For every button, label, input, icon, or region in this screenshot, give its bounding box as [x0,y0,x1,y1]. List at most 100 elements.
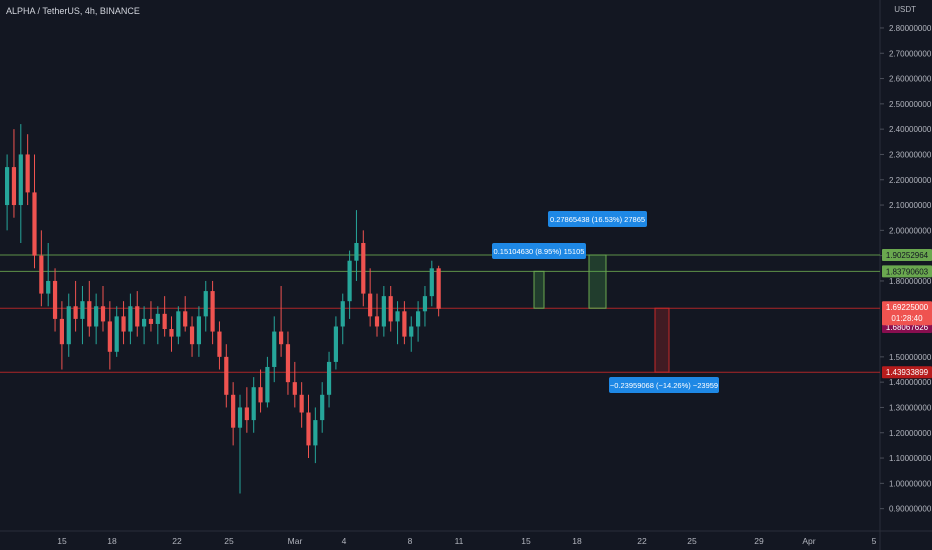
price-tick-label: 2.20000000 [889,176,932,185]
candle-body [203,291,208,317]
badge-support-bg [882,366,932,379]
price-tick-label: 2.80000000 [889,24,932,33]
candle-body [52,280,58,319]
price-tick-label: 1.00000000 [889,479,932,488]
candle-body [251,387,256,421]
candle-body [87,301,92,327]
candle-body [265,366,270,403]
current-price-badge-bg [882,301,932,326]
time-tick-label: 8 [408,536,413,546]
candle-body [374,316,380,327]
candle-body [32,192,37,256]
candle-body [176,311,181,337]
badge-lower-resistance-bg [882,265,932,278]
candle-body [94,306,99,327]
candle-body [142,318,147,327]
price-tick-label: 1.50000000 [889,353,932,362]
price-tick-label: 2.10000000 [889,201,932,210]
price-tick-label: 2.30000000 [889,150,932,159]
countdown-text: 01:28:40 [891,314,923,323]
candle-body [196,316,201,345]
candle-body [388,296,393,322]
candle-body [237,407,243,428]
candle-body [231,394,236,428]
candle-body [258,387,263,403]
candle-body [66,306,71,345]
candle-body [409,326,414,337]
badge-current-low-text: 1.68067626 [886,323,929,332]
badge-support-text: 1.43933899 [886,368,929,377]
candle-body [320,394,325,421]
price-tick-label: 1.20000000 [889,429,932,438]
price-tick-label: 1.30000000 [889,403,932,412]
candle-body [128,306,133,332]
candle-body [46,280,51,294]
candle-body [11,167,17,206]
price-tick-label: 2.70000000 [889,49,932,58]
candle-body [402,311,407,337]
price-tick-label: 1.10000000 [889,454,932,463]
price-tick-label: 2.40000000 [889,125,932,134]
badge-upper-resistance-bg [882,249,932,262]
measure-box-lower-target [533,270,545,309]
current-price-badge-text: 1.69225000 [886,303,929,312]
currency-label: USDT [894,5,916,14]
callout-upper-target-text: 0.27865438 (16.53%) 27865 [550,215,645,224]
candle-body [114,316,119,352]
candle-body [313,420,318,446]
time-tick-label: 18 [572,536,582,546]
candle-body [169,329,174,337]
time-tick-label: 15 [521,536,531,546]
candle-body [39,255,44,294]
candle-body [422,296,428,312]
candle-body [224,356,229,395]
candle-body [80,301,85,319]
callout-lower-target-box [492,243,586,259]
badge-upper-resistance-text: 1.90252964 [886,251,929,260]
candle-body [100,306,106,322]
time-tick-label: Apr [802,536,815,546]
price-tick-label: 2.00000000 [889,226,932,235]
time-tick-label: 4 [342,536,347,546]
candle-body [210,291,215,332]
candle-body [148,318,154,324]
price-tick-label: 2.60000000 [889,75,932,84]
candle-body [279,331,284,345]
time-tick-label: 11 [455,536,464,546]
price-tick-label: 1.80000000 [889,277,932,286]
candle-body [306,412,311,446]
candle-body [333,326,338,362]
candle-body [73,306,78,319]
symbol-title: ALPHA / TetherUS, 4h, BINANCE [6,6,140,16]
candle-body [18,154,23,206]
candle-body [361,243,366,294]
price-tick-label: 2.50000000 [889,100,932,109]
candle-body [347,260,352,302]
time-tick-label: 22 [637,536,647,546]
candle-body [155,313,160,324]
candle-body [59,318,64,345]
candle-body [395,311,400,322]
candle-body [121,316,126,332]
candle-body [272,331,277,367]
time-tick-label: 5 [872,536,877,546]
candle-body [244,407,249,421]
time-tick-label: 25 [687,536,697,546]
badge-lower-resistance-text: 1.83790603 [886,267,929,276]
time-tick-label: 18 [107,536,117,546]
candle-body [326,361,332,395]
price-tick-label: 0.90000000 [889,505,932,514]
callout-lower-target-text: 0.15104630 (8.95%) 15105 [494,247,585,256]
candle-body [340,301,345,327]
measure-box-stop [654,307,670,373]
candle-body [5,167,10,206]
callout-upper-target-box [548,211,647,227]
candle-body [183,311,188,327]
time-tick-label: 15 [57,536,67,546]
candle-body [354,243,359,261]
time-tick-label: Mar [288,536,303,546]
candle-body [189,326,195,345]
candle-body [381,296,386,327]
time-tick-label: 22 [172,536,182,546]
